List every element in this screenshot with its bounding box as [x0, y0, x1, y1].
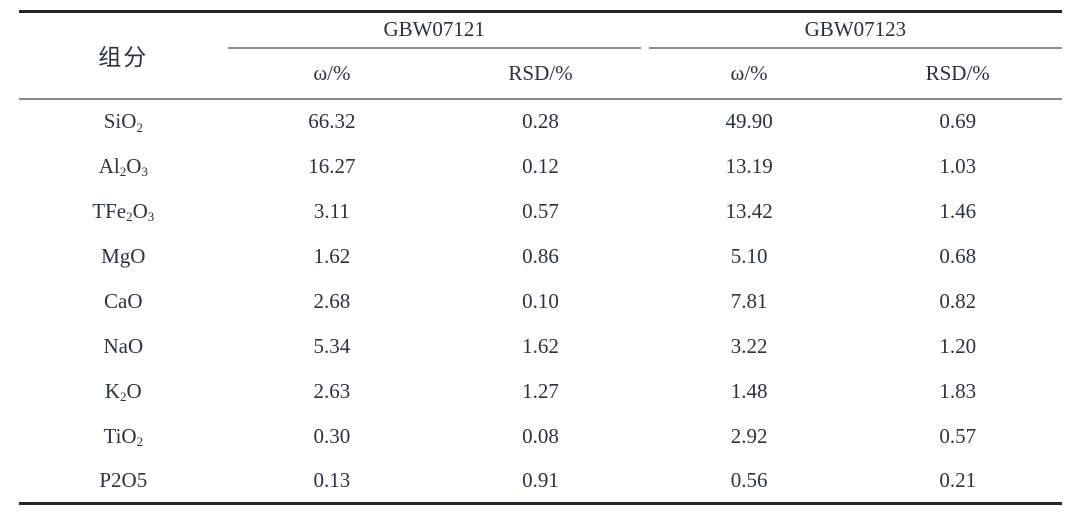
value-cell: 0.21: [939, 467, 977, 492]
value-cell: 2.63: [313, 378, 351, 403]
sub-header-row: ω/% RSD/% ω/% RSD/%: [19, 48, 1062, 100]
value-cell: 2.68: [313, 288, 351, 313]
value-cell: 16.27: [308, 153, 356, 178]
results-table: 组分 GBW07121 GBW07123 ω/% RSD/% ω/% RSD/%: [19, 10, 1062, 505]
value-cell: 0.08: [522, 423, 559, 448]
value-cell: 7.81: [730, 288, 768, 313]
table-row: K2O 2.63 1.27 1.48 1.83: [19, 369, 1062, 414]
results-table-wrap: 组分 GBW07121 GBW07123 ω/% RSD/% ω/% RSD/%: [19, 10, 1062, 505]
table-row: P2O5 0.13 0.91 0.56 0.21: [19, 459, 1062, 504]
component-cell: MgO: [101, 243, 146, 268]
sub-header-rsd-1: RSD/%: [436, 48, 645, 100]
value-cell: 3.22: [730, 333, 768, 358]
value-cell: 5.10: [730, 243, 768, 268]
value-cell: 1.27: [522, 378, 559, 403]
component-column-header: 组分: [19, 11, 228, 100]
component-cell: Al2O3: [98, 153, 148, 180]
value-cell: 0.82: [939, 288, 977, 313]
group-label-gbw07123: GBW07123: [804, 17, 907, 42]
value-cell: 0.28: [522, 109, 559, 133]
sub-header-omega-2: ω/%: [644, 48, 854, 100]
value-cell: 1.62: [522, 333, 559, 358]
component-cell: CaO: [104, 288, 143, 313]
table-row: Al2O3 16.27 0.12 13.19 1.03: [19, 144, 1062, 189]
value-cell: 66.32: [308, 109, 356, 133]
value-cell: 0.10: [522, 288, 559, 313]
value-cell: 2.92: [730, 423, 768, 448]
value-cell: 1.83: [939, 378, 977, 403]
value-cell: 0.56: [730, 467, 768, 492]
value-cell: 13.19: [725, 153, 773, 178]
value-cell: 0.30: [313, 423, 351, 448]
value-cell: 1.03: [939, 153, 977, 178]
table-row: SiO2 66.32 0.28 49.90 0.69: [19, 99, 1062, 144]
value-cell: 13.42: [725, 198, 773, 223]
value-cell: 1.46: [939, 198, 977, 223]
component-cell: SiO2: [103, 109, 143, 135]
group-header-gbw07121: GBW07121: [227, 12, 645, 49]
group-header-row: 组分 GBW07121 GBW07123: [19, 11, 1062, 100]
group-spanner-gbw07123: GBW07123: [648, 13, 1062, 49]
table-body: SiO2 66.32 0.28 49.90 0.69 Al2O3 16.27 0.12 13.1…: [19, 99, 1062, 504]
group-header-gbw07123: GBW07123: [645, 12, 1062, 49]
group-label-gbw07121: GBW07121: [383, 17, 485, 42]
value-cell: 0.12: [522, 153, 559, 178]
value-cell: 49.90: [725, 109, 773, 133]
value-cell: 1.20: [939, 333, 977, 358]
value-cell: 0.86: [522, 243, 559, 268]
value-cell: 0.91: [522, 467, 559, 492]
component-cell: NaO: [103, 333, 144, 358]
value-cell: 0.57: [522, 198, 559, 223]
value-cell: 0.57: [939, 423, 977, 448]
table-row: TFe2O3 3.11 0.57 13.42 1.46: [19, 189, 1062, 234]
value-cell: 1.48: [730, 378, 768, 403]
value-cell: 3.11: [313, 198, 350, 223]
value-cell: 0.68: [939, 243, 977, 268]
table-row: TiO2 0.30 0.08 2.92 0.57: [19, 414, 1062, 459]
group-spanner-gbw07121: GBW07121: [227, 13, 641, 49]
sub-header-rsd-2: RSD/%: [853, 48, 1062, 100]
value-cell: 5.34: [313, 333, 351, 358]
component-cell: TFe2O3: [92, 198, 155, 225]
component-cell: K2O: [104, 378, 142, 405]
table-row: NaO 5.34 1.62 3.22 1.20: [19, 324, 1062, 369]
sub-header-omega-1: ω/%: [227, 48, 437, 100]
value-cell: 1.62: [313, 243, 351, 268]
value-cell: 0.69: [939, 109, 977, 133]
table-row: MgO 1.62 0.86 5.10 0.68: [19, 234, 1062, 279]
table-row: CaO 2.68 0.10 7.81 0.82: [19, 279, 1062, 324]
component-cell: P2O5: [99, 467, 148, 492]
value-cell: 0.13: [313, 467, 351, 492]
table-header: 组分 GBW07121 GBW07123 ω/% RSD/% ω/% RSD/%: [19, 11, 1062, 100]
component-cell: TiO2: [103, 423, 144, 450]
